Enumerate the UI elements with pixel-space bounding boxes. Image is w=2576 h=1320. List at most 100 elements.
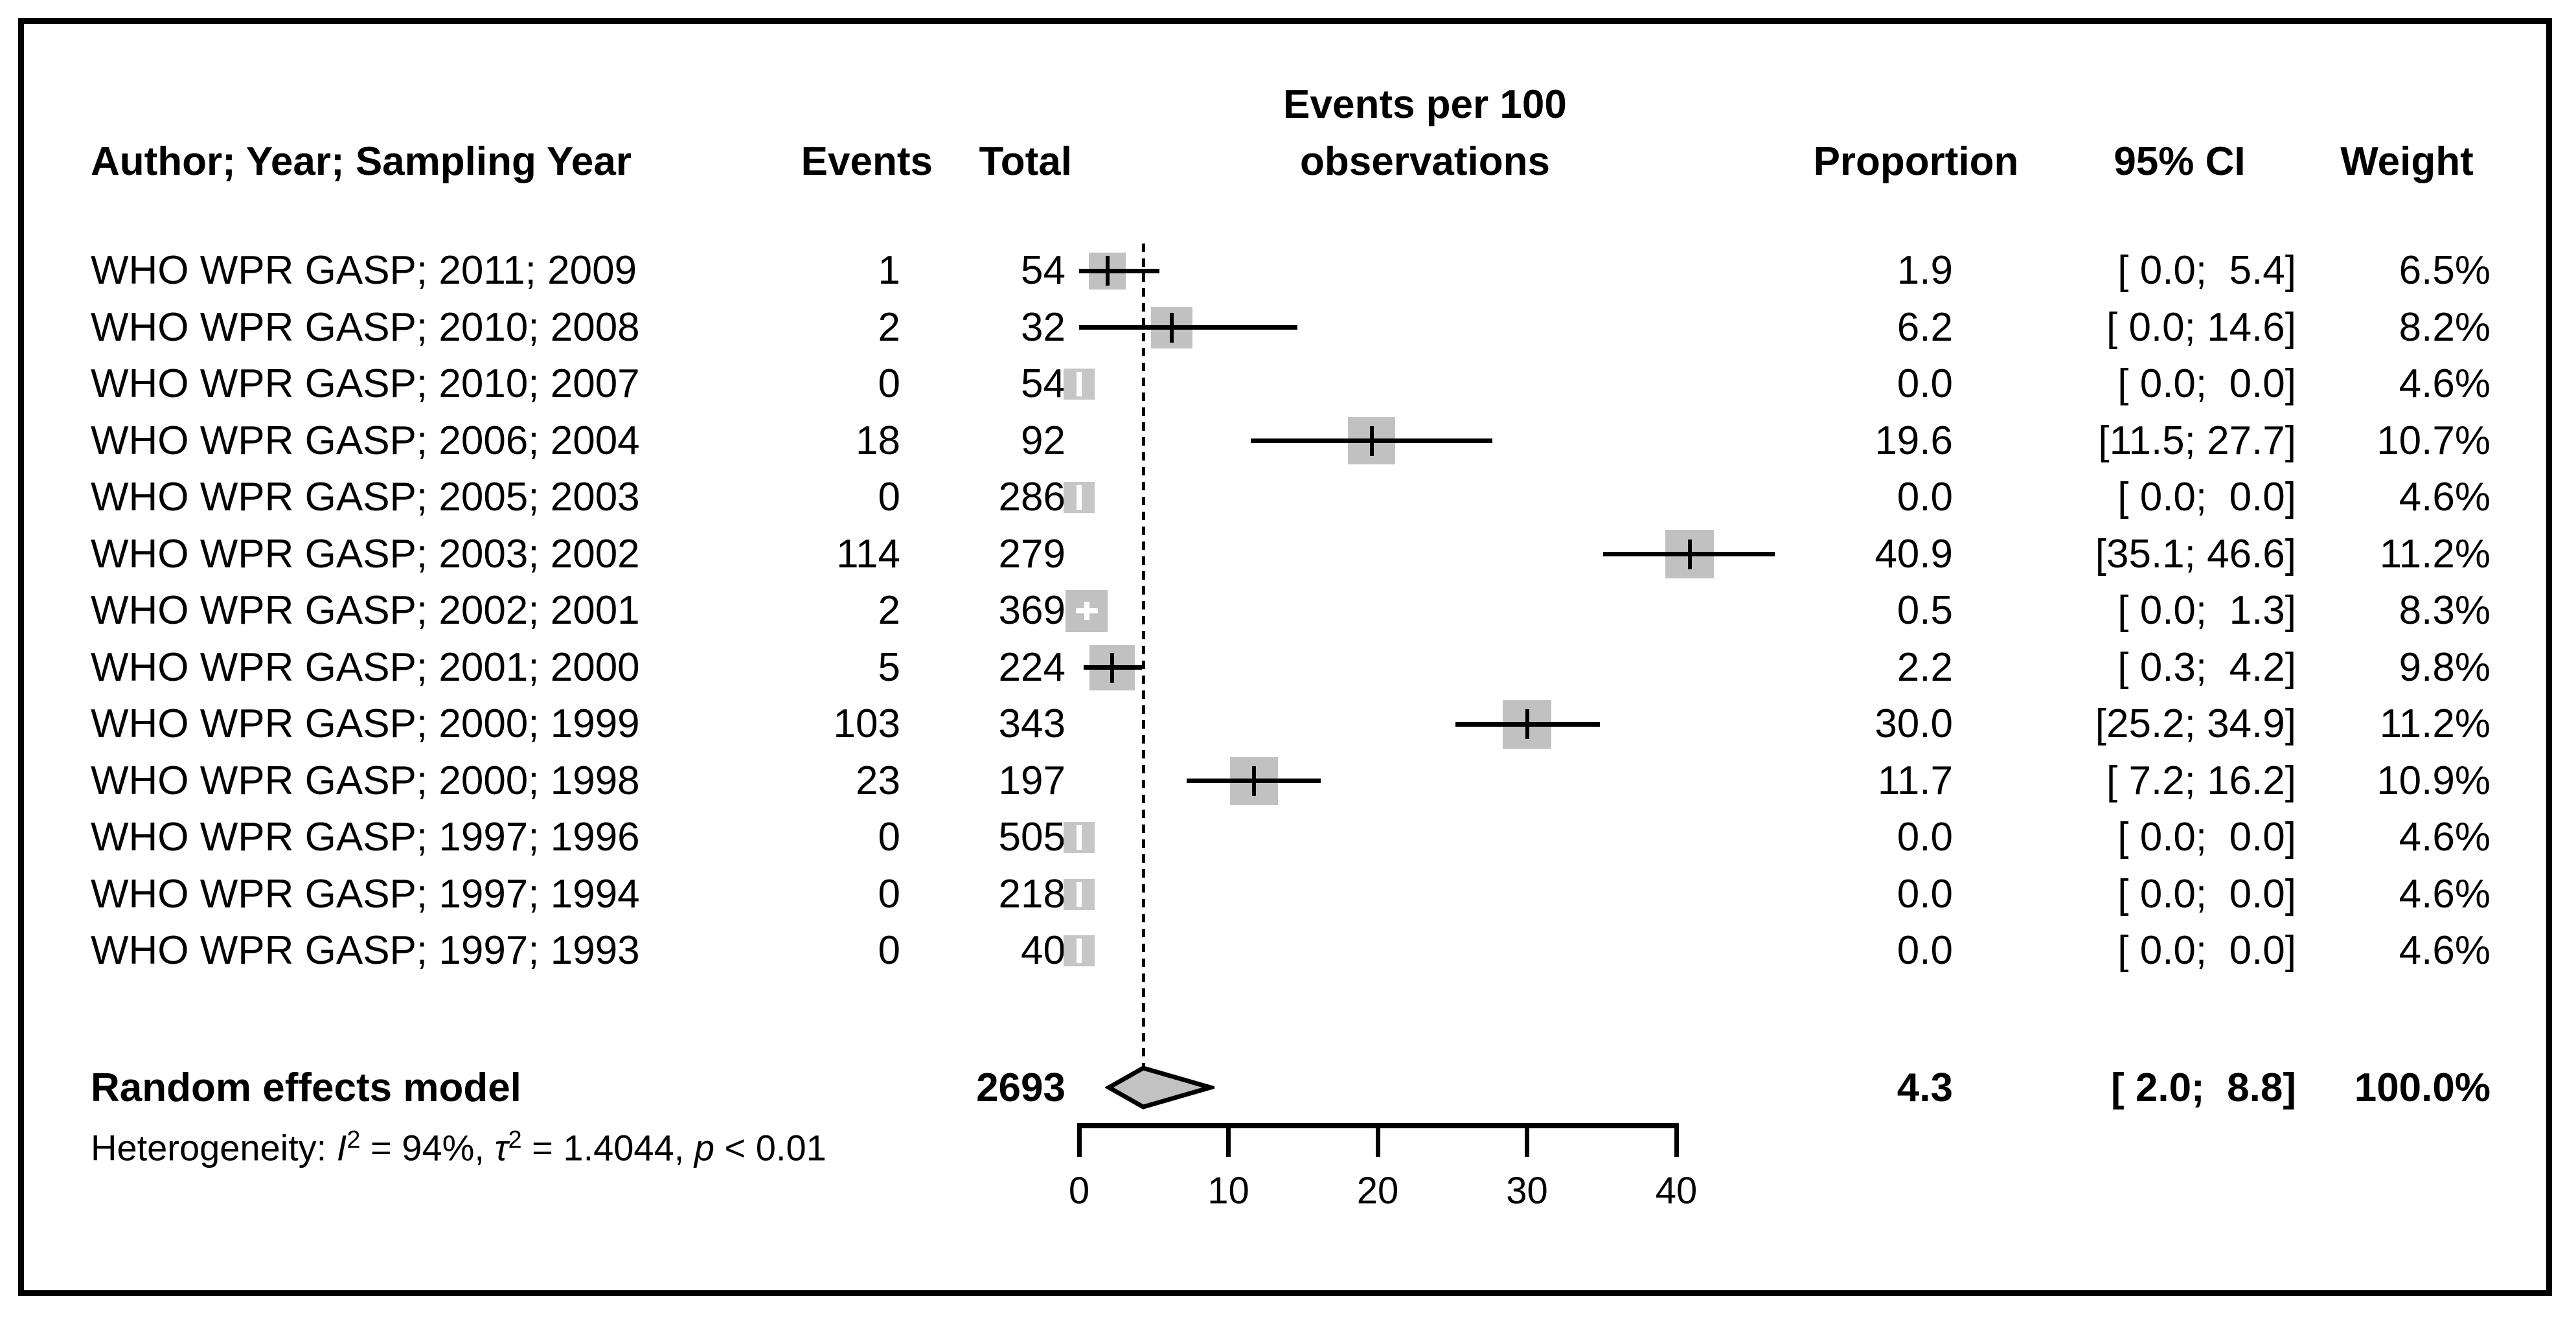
- study-events: 0: [878, 475, 900, 520]
- het-i-sup: 2: [347, 1126, 361, 1154]
- study-events: 23: [856, 758, 900, 803]
- study-ci: [ 7.2; 16.2]: [2106, 758, 2296, 803]
- study-label: WHO WPR GASP; 2001; 2000: [91, 644, 640, 690]
- x-axis-tick: [1077, 1123, 1082, 1157]
- study-total: 286: [998, 475, 1066, 520]
- het-p-value: p: [694, 1127, 714, 1168]
- study-total: 40: [1021, 928, 1066, 973]
- marker-tick: [1110, 652, 1114, 683]
- x-axis-tick: [1674, 1123, 1679, 1157]
- study-proportion: 0.0: [1897, 475, 1953, 520]
- study-proportion: 19.6: [1875, 418, 1953, 463]
- x-axis-tick-label: 0: [1068, 1170, 1090, 1212]
- study-proportion: 30.0: [1875, 701, 1953, 747]
- marker-tick: [1369, 426, 1374, 456]
- het-seg3: < 0.01: [714, 1127, 826, 1168]
- study-proportion: 2.2: [1897, 644, 1953, 690]
- x-axis-tick-label: 10: [1207, 1170, 1249, 1212]
- study-proportion: 0.0: [1897, 871, 1953, 916]
- plot-title-line1: Events per 100: [1283, 82, 1567, 127]
- study-weight: 10.9%: [2377, 758, 2491, 803]
- study-proportion: 0.5: [1897, 588, 1953, 633]
- summary-proportion: 4.3: [1897, 1065, 1953, 1110]
- study-events: 18: [856, 418, 900, 463]
- study-events: 0: [878, 928, 900, 973]
- study-ci: [ 0.0; 14.6]: [2106, 304, 2296, 350]
- study-ci: [ 0.0; 0.0]: [2117, 871, 2296, 916]
- study-total: 92: [1021, 418, 1066, 463]
- column-header-events: Events: [801, 139, 933, 184]
- study-weight: 4.6%: [2399, 475, 2491, 520]
- study-weight: 10.7%: [2377, 418, 2491, 463]
- study-total: 54: [1021, 248, 1066, 293]
- study-label: WHO WPR GASP; 2010; 2007: [91, 361, 640, 407]
- study-ci: [25.2; 34.9]: [2095, 701, 2296, 747]
- study-proportion: 6.2: [1897, 304, 1953, 350]
- het-prefix: Heterogeneity:: [91, 1127, 337, 1168]
- study-weight: 4.6%: [2399, 815, 2491, 860]
- study-ci: [ 0.3; 4.2]: [2117, 644, 2296, 690]
- study-label: WHO WPR GASP; 2000; 1999: [91, 701, 640, 747]
- marker-tick-white: [1077, 939, 1082, 963]
- marker-tick-white: [1077, 485, 1082, 510]
- study-proportion: 40.9: [1875, 531, 1953, 576]
- study-label: WHO WPR GASP; 1997; 1993: [91, 928, 640, 973]
- study-label: WHO WPR GASP; 2002; 2001: [91, 588, 640, 633]
- marker-tick: [1169, 312, 1174, 343]
- study-events: 0: [878, 815, 900, 860]
- study-proportion: 0.0: [1897, 928, 1953, 973]
- summary-label: Random effects model: [91, 1065, 521, 1110]
- x-axis-tick: [1525, 1123, 1529, 1157]
- study-weight: 11.2%: [2379, 531, 2491, 576]
- ci-line: [1079, 325, 1297, 330]
- study-events: 5: [878, 644, 900, 690]
- study-ci: [ 0.0; 0.0]: [2117, 815, 2296, 860]
- het-seg1: = 94%,: [360, 1127, 495, 1168]
- study-ci: [ 0.0; 5.4]: [2117, 248, 2296, 293]
- study-events: 0: [878, 871, 900, 916]
- marker-tick: [1251, 766, 1256, 796]
- study-ci: [ 0.0; 1.3]: [2117, 588, 2296, 633]
- study-events: 0: [878, 361, 900, 407]
- column-header-ci: 95% CI: [2114, 139, 2246, 184]
- column-header-proportion: Proportion: [1813, 139, 2019, 184]
- marker-tick: [1525, 709, 1529, 739]
- summary-total: 2693: [976, 1065, 1066, 1110]
- study-proportion: 1.9: [1897, 248, 1953, 293]
- het-i-squared: I: [336, 1127, 347, 1168]
- study-ci: [35.1; 46.6]: [2095, 531, 2296, 576]
- x-axis-tick-label: 40: [1655, 1170, 1698, 1212]
- overall-estimate-dashed-line: [1141, 244, 1145, 1068]
- x-axis-tick-label: 30: [1506, 1170, 1548, 1212]
- x-axis-tick: [1375, 1123, 1380, 1157]
- study-total: 505: [998, 815, 1066, 860]
- study-events: 1: [878, 248, 900, 293]
- column-header-total: Total: [979, 139, 1073, 184]
- study-total: 54: [1021, 361, 1066, 407]
- column-header-author: Author; Year; Sampling Year: [91, 139, 632, 184]
- study-proportion: 0.0: [1897, 361, 1953, 407]
- study-weight: 4.6%: [2399, 871, 2491, 916]
- study-label: WHO WPR GASP; 2000; 1998: [91, 758, 640, 803]
- study-events: 114: [836, 531, 900, 576]
- study-ci: [11.5; 27.7]: [2098, 418, 2296, 463]
- marker-plus-white-v: [1084, 602, 1089, 620]
- study-weight: 4.6%: [2399, 361, 2491, 407]
- x-axis-tick: [1226, 1123, 1231, 1157]
- het-tau-squared: τ: [494, 1127, 508, 1168]
- study-total: 224: [998, 644, 1066, 690]
- study-total: 197: [998, 758, 1066, 803]
- marker-tick-white: [1077, 882, 1082, 907]
- study-total: 218: [998, 871, 1066, 916]
- study-label: WHO WPR GASP; 1997; 1996: [91, 815, 640, 860]
- x-axis-tick-label: 20: [1356, 1170, 1399, 1212]
- study-events: 2: [878, 588, 900, 633]
- het-seg2: = 1.4044,: [521, 1127, 694, 1168]
- study-ci: [ 0.0; 0.0]: [2117, 361, 2296, 407]
- study-label: WHO WPR GASP; 2010; 2008: [91, 304, 640, 350]
- summary-weight: 100.0%: [2354, 1065, 2491, 1110]
- study-weight: 4.6%: [2399, 928, 2491, 973]
- column-header-weight: Weight: [2340, 139, 2474, 184]
- heterogeneity-note: Heterogeneity: I2 = 94%, τ2 = 1.4044, p …: [91, 1115, 1127, 1173]
- study-total: 343: [998, 701, 1066, 747]
